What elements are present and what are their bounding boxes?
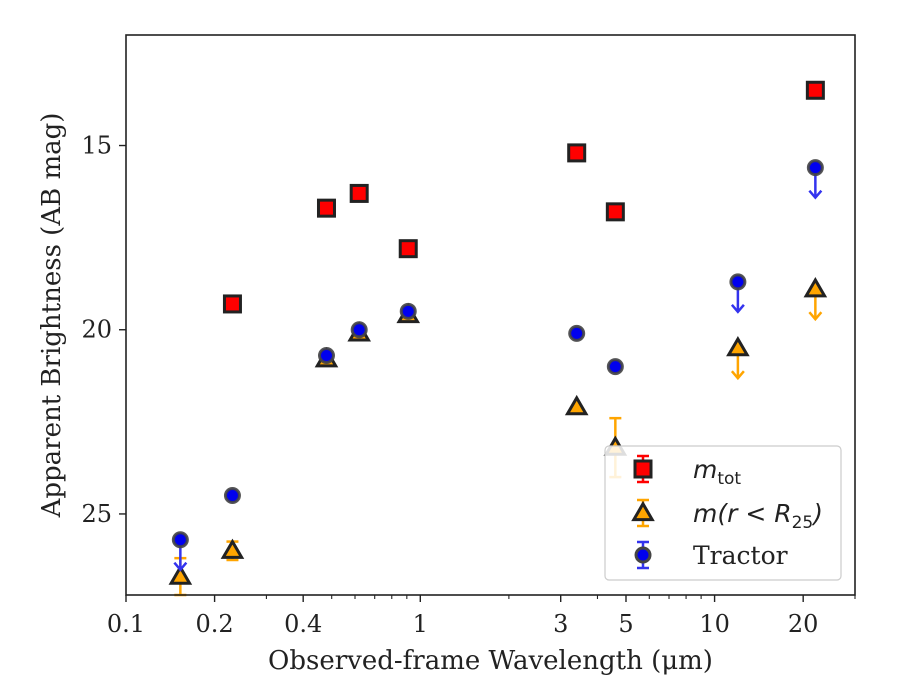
legend-label: m(r < R25) bbox=[693, 499, 823, 533]
data-point bbox=[803, 277, 828, 322]
y-axis-ticks: 15 20 25 bbox=[81, 132, 126, 528]
legend-square-marker bbox=[633, 459, 653, 479]
upper-limit-arrowhead bbox=[808, 311, 823, 322]
data-point bbox=[605, 202, 625, 222]
x-tick-label: 20 bbox=[788, 610, 819, 638]
data-point bbox=[222, 294, 242, 314]
data-point bbox=[806, 159, 824, 200]
circle-marker bbox=[806, 159, 824, 177]
circle-marker bbox=[729, 273, 747, 291]
x-tick-label: 1 bbox=[413, 610, 428, 638]
plot-frame bbox=[125, 34, 856, 596]
y-axis-label: Apparent Brightness (AB mag) bbox=[37, 113, 67, 519]
square-marker bbox=[567, 143, 587, 163]
series-tractor bbox=[171, 159, 824, 572]
circle-marker bbox=[223, 487, 241, 505]
square-marker bbox=[605, 202, 625, 222]
triangle-marker bbox=[803, 277, 828, 298]
circle-marker bbox=[171, 531, 189, 549]
square-marker bbox=[222, 294, 242, 314]
x-tick-label: 5 bbox=[618, 610, 633, 638]
legend-label-tail: ) bbox=[811, 499, 823, 528]
circle-marker bbox=[606, 358, 624, 376]
y-tick-label: 15 bbox=[81, 132, 112, 160]
data-point bbox=[316, 198, 336, 218]
circle-marker bbox=[399, 302, 417, 320]
circle-marker bbox=[568, 324, 586, 342]
square-marker bbox=[398, 239, 418, 259]
triangle-marker bbox=[726, 335, 750, 357]
y-tick-label: 20 bbox=[81, 316, 112, 344]
upper-limit-arrowhead bbox=[173, 561, 188, 572]
x-tick-label: 3 bbox=[553, 610, 568, 638]
data-point bbox=[220, 538, 245, 562]
upper-limit-arrowhead bbox=[808, 189, 823, 200]
data-point bbox=[399, 302, 417, 320]
y-tick-label: 25 bbox=[81, 500, 112, 528]
legend-entry-mtot: mtot bbox=[633, 454, 741, 489]
x-axis-ticks: 0.1 0.2 0.4 1 3 5 10 20 bbox=[107, 595, 856, 638]
x-tick-label: 0.4 bbox=[284, 610, 322, 638]
data-point bbox=[726, 335, 750, 381]
legend-box bbox=[604, 445, 842, 581]
series-mtot bbox=[222, 80, 825, 314]
chart-marks bbox=[168, 80, 828, 597]
square-marker bbox=[805, 80, 825, 100]
upper-limit-arrowhead bbox=[730, 370, 745, 381]
data-point bbox=[350, 321, 368, 339]
triangle-marker bbox=[168, 564, 193, 585]
legend: mtot m(r < R25) Tractor bbox=[604, 445, 842, 581]
legend-label-main: m(r < R bbox=[693, 499, 792, 528]
data-point bbox=[568, 324, 586, 342]
x-tick-label: 0.2 bbox=[196, 610, 234, 638]
data-point bbox=[349, 183, 369, 203]
legend-entry-tractor: Tractor bbox=[634, 540, 788, 570]
legend-entry-mr25: m(r < R25) bbox=[631, 498, 823, 533]
legend-label-main: m bbox=[693, 455, 717, 484]
legend-label: Tractor bbox=[693, 541, 788, 570]
square-marker bbox=[349, 183, 369, 203]
data-point bbox=[223, 487, 241, 505]
legend-circle-marker bbox=[634, 546, 652, 564]
data-point bbox=[805, 80, 825, 100]
data-point bbox=[398, 239, 418, 259]
x-tick-label: 10 bbox=[699, 610, 730, 638]
data-point bbox=[317, 347, 335, 365]
legend-label: mtot bbox=[693, 455, 741, 489]
triangle-marker bbox=[220, 538, 245, 559]
legend-label-subscript: tot bbox=[717, 469, 741, 489]
upper-limit-arrowhead bbox=[730, 304, 745, 314]
data-point bbox=[564, 394, 589, 416]
triangle-marker bbox=[564, 394, 589, 416]
data-point bbox=[729, 273, 747, 314]
data-point bbox=[606, 358, 624, 376]
x-axis-label: Observed-frame Wavelength (μm) bbox=[268, 646, 713, 676]
x-tick-label: 0.1 bbox=[107, 610, 145, 638]
legend-triangle-marker bbox=[631, 500, 655, 522]
square-marker bbox=[316, 198, 336, 218]
legend-label-subscript: 25 bbox=[792, 513, 814, 533]
data-point bbox=[567, 143, 587, 163]
data-point bbox=[171, 531, 189, 572]
circle-marker bbox=[350, 321, 368, 339]
circle-marker bbox=[317, 347, 335, 365]
